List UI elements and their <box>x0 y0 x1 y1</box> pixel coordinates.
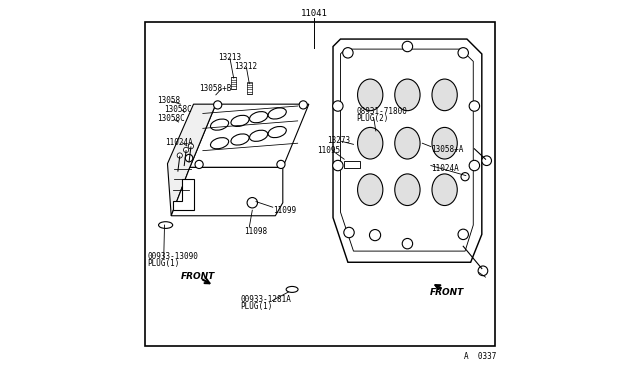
Ellipse shape <box>211 119 228 130</box>
Circle shape <box>469 101 479 111</box>
Text: 11024A: 11024A <box>165 138 193 147</box>
Circle shape <box>402 41 413 52</box>
Text: 11041: 11041 <box>301 9 328 17</box>
Ellipse shape <box>286 286 298 292</box>
Text: FRONT: FRONT <box>429 288 463 296</box>
Ellipse shape <box>231 134 249 145</box>
Text: 11095: 11095 <box>317 146 340 155</box>
Polygon shape <box>340 49 473 251</box>
Ellipse shape <box>250 130 268 141</box>
Circle shape <box>188 144 193 149</box>
Circle shape <box>214 101 222 109</box>
Polygon shape <box>172 167 283 216</box>
Circle shape <box>342 48 353 58</box>
Text: 08931-71800: 08931-71800 <box>356 107 407 116</box>
FancyBboxPatch shape <box>145 22 495 346</box>
Circle shape <box>461 173 469 181</box>
Circle shape <box>186 154 193 162</box>
Text: 11024A: 11024A <box>431 164 460 173</box>
FancyBboxPatch shape <box>344 161 360 168</box>
Ellipse shape <box>268 108 286 119</box>
Text: 13058: 13058 <box>157 96 180 105</box>
Ellipse shape <box>432 174 457 205</box>
Circle shape <box>402 238 413 249</box>
Circle shape <box>482 156 492 166</box>
Polygon shape <box>173 179 193 210</box>
Circle shape <box>469 160 479 171</box>
Polygon shape <box>333 39 482 262</box>
Text: 00933-13090: 00933-13090 <box>147 252 198 261</box>
Text: 13273: 13273 <box>326 136 350 145</box>
Text: 00933-1281A: 00933-1281A <box>240 295 291 304</box>
Text: PLUG(1): PLUG(1) <box>240 302 273 311</box>
Text: 13058C: 13058C <box>157 114 185 123</box>
Text: 13212: 13212 <box>234 62 257 71</box>
Ellipse shape <box>395 127 420 159</box>
Text: 13213: 13213 <box>218 53 241 62</box>
Text: 13058+B: 13058+B <box>199 84 232 93</box>
Ellipse shape <box>358 174 383 205</box>
Ellipse shape <box>395 79 420 111</box>
Ellipse shape <box>231 115 249 126</box>
Ellipse shape <box>159 222 173 228</box>
Ellipse shape <box>358 79 383 111</box>
Ellipse shape <box>432 127 457 159</box>
Text: PLUG(2): PLUG(2) <box>356 114 389 123</box>
Circle shape <box>247 198 257 208</box>
Circle shape <box>478 266 488 276</box>
Circle shape <box>344 227 354 238</box>
Ellipse shape <box>358 127 383 159</box>
Text: A  0337: A 0337 <box>465 352 497 361</box>
Ellipse shape <box>211 138 228 149</box>
Circle shape <box>177 153 182 158</box>
Polygon shape <box>168 104 216 216</box>
Circle shape <box>184 147 189 153</box>
Text: 13058+A: 13058+A <box>431 145 464 154</box>
Circle shape <box>333 101 343 111</box>
Circle shape <box>299 101 307 109</box>
Polygon shape <box>190 104 309 167</box>
Ellipse shape <box>250 112 268 123</box>
Circle shape <box>458 48 468 58</box>
Text: 13058C: 13058C <box>164 105 192 114</box>
Text: 11098: 11098 <box>244 227 267 236</box>
Circle shape <box>369 230 381 241</box>
Ellipse shape <box>395 174 420 205</box>
Text: FRONT: FRONT <box>181 272 215 280</box>
Circle shape <box>277 160 285 169</box>
Ellipse shape <box>268 126 286 138</box>
Text: PLUG(1): PLUG(1) <box>147 259 180 268</box>
Text: 11099: 11099 <box>273 206 296 215</box>
Circle shape <box>333 160 343 171</box>
Circle shape <box>195 160 203 169</box>
Circle shape <box>458 229 468 240</box>
Ellipse shape <box>432 79 457 111</box>
